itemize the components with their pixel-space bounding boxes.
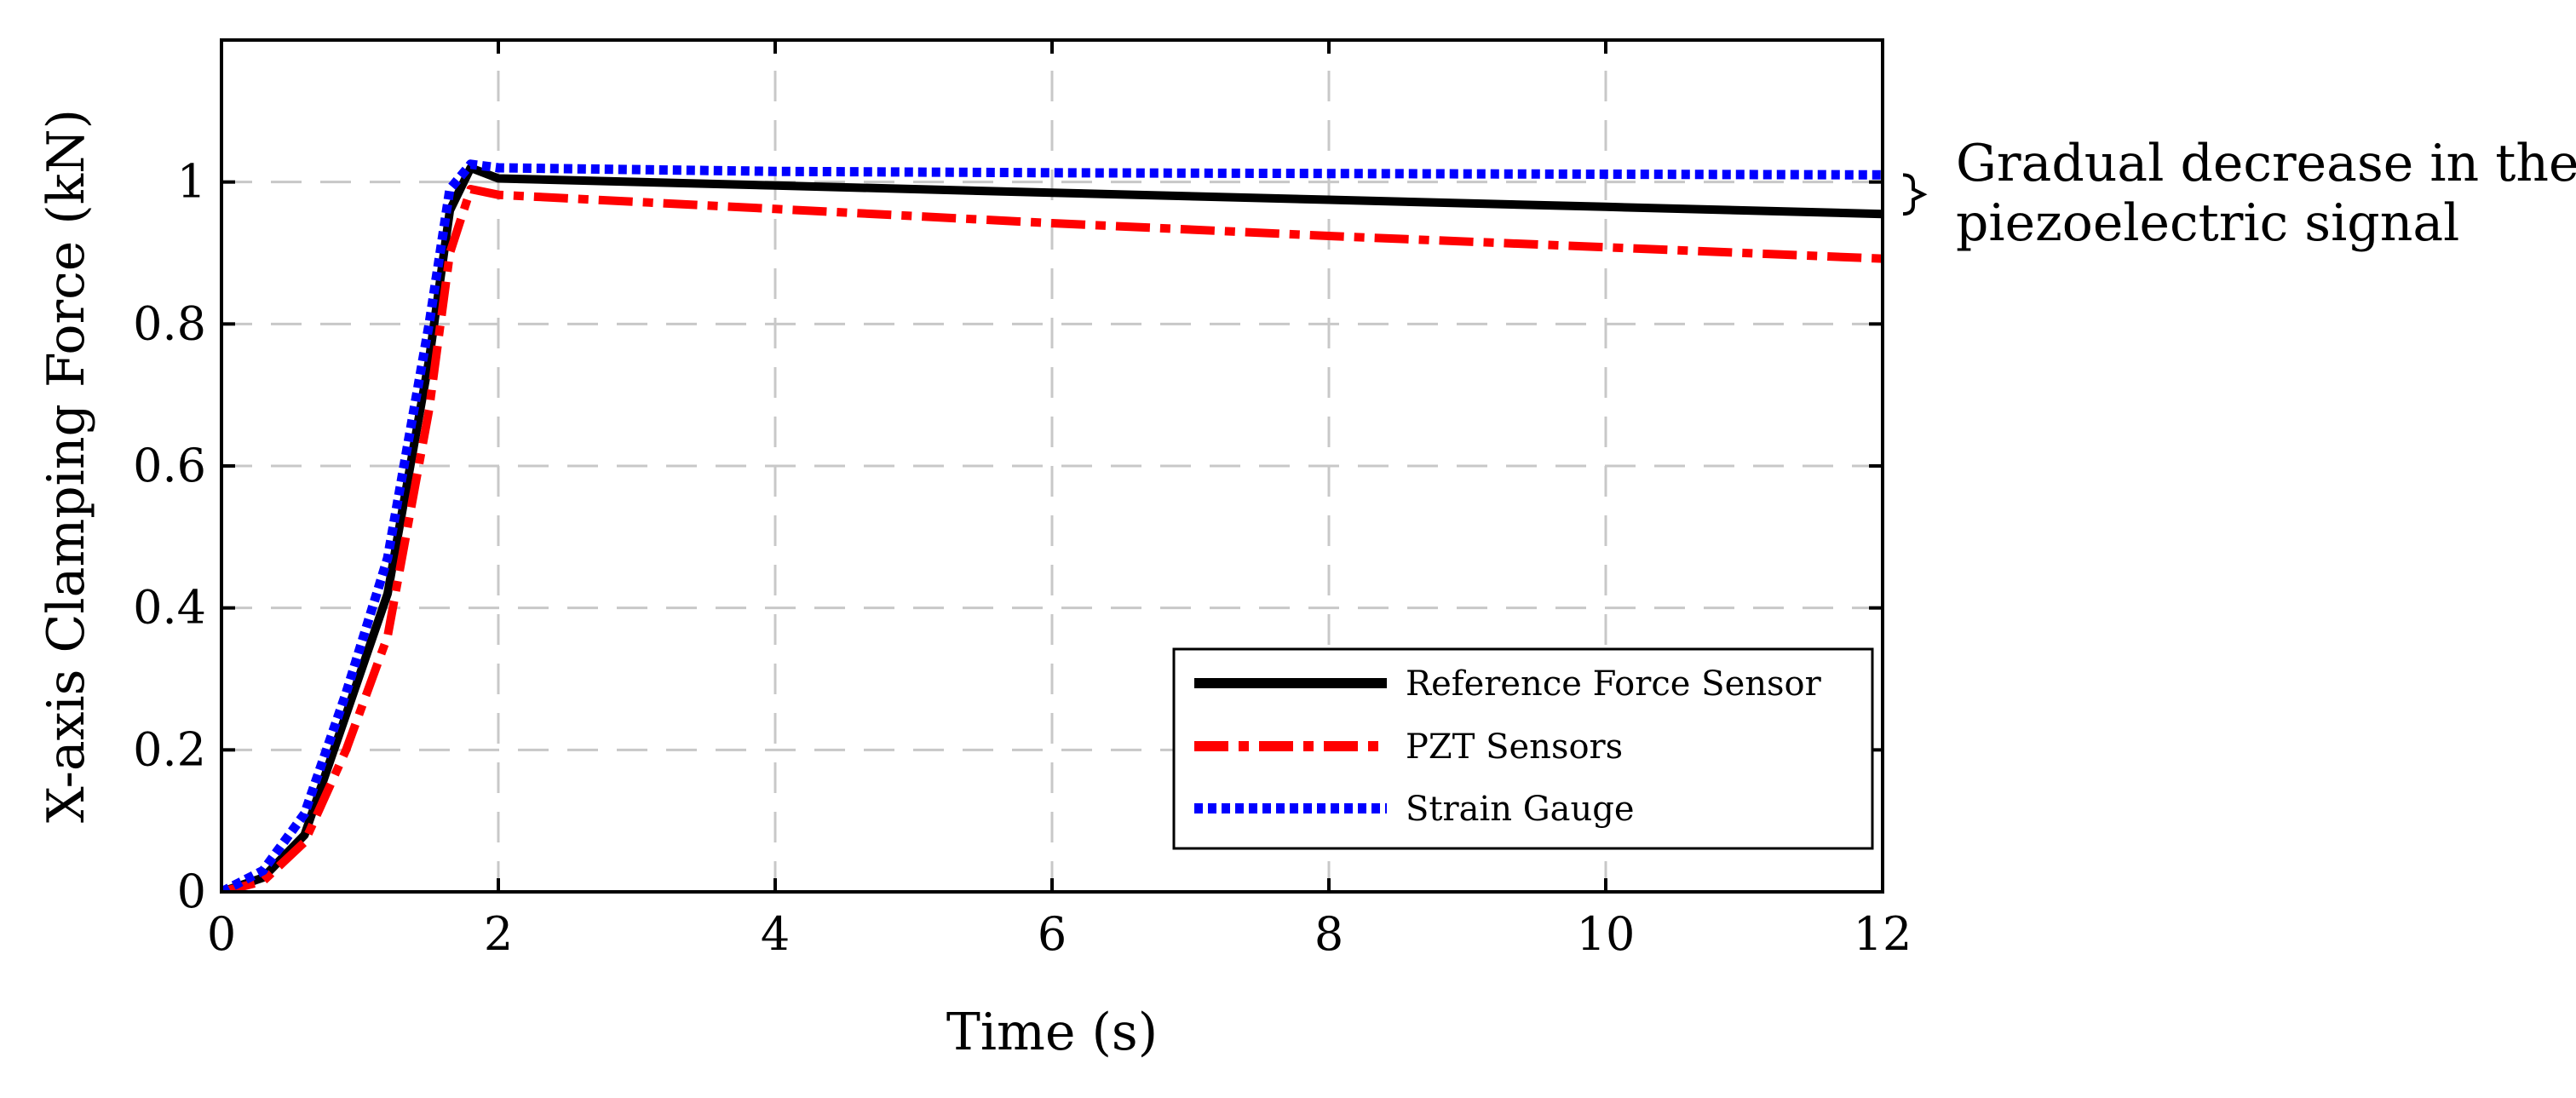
x-tick-label-2: 4: [761, 907, 790, 961]
x-tick-label-5: 10: [1577, 907, 1636, 961]
x-tick-label-0: 0: [207, 907, 236, 961]
annotation-line-2: piezoelectric signal: [1956, 193, 2459, 253]
y-tick-label-3: 0.6: [133, 439, 206, 492]
y-tick-label-2: 0.4: [133, 581, 206, 635]
series-line-pzt-sensors: [221, 185, 1883, 892]
x-tick-label-3: 6: [1038, 907, 1067, 961]
annotation-line-1: Gradual decrease in the: [1956, 134, 2576, 193]
y-tick-label-1: 0.2: [133, 722, 206, 776]
series-line-strain-gauge: [221, 159, 1883, 892]
y-tick-label-0: 0: [177, 865, 206, 918]
x-tick-label-6: 12: [1854, 907, 1912, 961]
y-tick-label-5: 1: [177, 155, 206, 209]
x-tick-label-4: 8: [1314, 907, 1343, 961]
legend-label-pzt: PZT Sensors: [1406, 727, 1623, 767]
y-axis-title: X-axis Clamping Force (kN): [37, 109, 96, 823]
series-line-reference-force-sensor: [221, 164, 1883, 892]
axis-ticks: 0 2 4 6 8 10 12 0 0.2 0.4 0.6 0.8 1: [133, 40, 1912, 961]
x-axis-title: Time (s): [946, 1003, 1158, 1062]
x-tick-label-1: 2: [484, 907, 513, 961]
legend-label-strain: Strain Gauge: [1406, 790, 1635, 829]
series-group: [221, 159, 1883, 892]
y-tick-label-4: 0.8: [133, 296, 206, 350]
legend-label-reference: Reference Force Sensor: [1406, 664, 1822, 704]
annotation-bracket: [1902, 173, 1928, 216]
legend: Reference Force Sensor PZT Sensors Strai…: [1172, 647, 1874, 850]
